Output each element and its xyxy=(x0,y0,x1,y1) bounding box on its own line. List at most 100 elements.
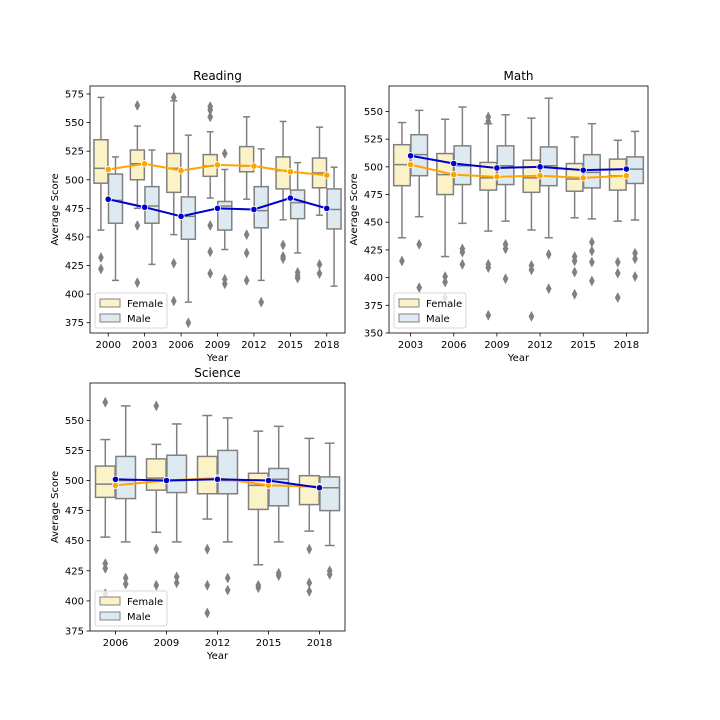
mean-point-female xyxy=(177,167,185,175)
y-tick-label: 550 xyxy=(65,416,84,427)
y-tick-label: 475 xyxy=(65,506,84,517)
mean-point-male xyxy=(622,165,631,173)
box-female-2006 xyxy=(436,118,455,304)
box-male-2006 xyxy=(180,134,197,329)
mean-point-female xyxy=(250,162,258,170)
outlier-point xyxy=(173,577,180,589)
box-male-2000 xyxy=(107,156,124,282)
outlier-point xyxy=(134,219,141,232)
outlier-point xyxy=(170,257,177,269)
y-tick-label: 400 xyxy=(364,273,383,284)
outlier-point xyxy=(224,572,231,584)
outlier-point xyxy=(589,275,595,287)
y-tick-label: 425 xyxy=(364,245,383,256)
outlier-point xyxy=(224,584,231,596)
outlier-point xyxy=(416,282,423,294)
mean-point-female xyxy=(286,168,294,176)
legend-swatch-female xyxy=(398,298,420,308)
mean-point-male xyxy=(104,195,112,203)
box-iqr xyxy=(115,455,137,500)
legend-label-female: Female xyxy=(426,299,462,310)
mean-point-female xyxy=(111,481,120,489)
mean-point-male xyxy=(111,475,120,483)
box-male-2009 xyxy=(217,147,233,290)
outlier-point xyxy=(459,246,466,258)
outlier-point xyxy=(485,309,492,321)
x-tick-label: 2000 xyxy=(95,340,120,351)
legend-label-male: Male xyxy=(127,314,151,325)
outlier-point xyxy=(571,266,578,278)
box-male-2015 xyxy=(582,122,601,287)
y-tick-label: 425 xyxy=(65,566,84,577)
box-male-2006 xyxy=(115,405,137,590)
mean-point-female xyxy=(622,172,631,180)
outlier-point xyxy=(98,263,104,275)
box-female-2009 xyxy=(479,111,498,321)
x-tick-label: 2003 xyxy=(398,340,423,351)
outlier-point xyxy=(204,579,211,591)
outlier-point xyxy=(280,239,286,251)
outlier-point xyxy=(280,253,286,265)
subplot-title: Science xyxy=(194,366,241,380)
box-female-2000 xyxy=(93,96,109,275)
axes-frame xyxy=(388,85,649,334)
outlier-point xyxy=(134,99,141,111)
legend-swatch-female xyxy=(99,298,121,308)
outlier-point xyxy=(134,277,141,289)
outlier-point xyxy=(571,255,578,267)
legend: Female Male xyxy=(94,292,168,329)
y-tick-label: 550 xyxy=(364,107,383,118)
x-tick-label: 2012 xyxy=(205,638,230,649)
outlier-point xyxy=(545,283,552,295)
legend-label-male: Male xyxy=(426,314,450,325)
box-male-2009 xyxy=(496,114,515,285)
x-tick-label: 2018 xyxy=(614,340,639,351)
x-tick-label: 2009 xyxy=(205,340,230,351)
mean-point-male xyxy=(141,203,149,211)
outlier-point xyxy=(614,256,621,268)
outlier-point xyxy=(459,258,466,270)
outlier-point xyxy=(221,147,228,160)
outlier-point xyxy=(243,274,250,286)
outlier-point xyxy=(243,247,250,259)
outlier-point xyxy=(153,400,160,412)
y-tick-label: 375 xyxy=(364,301,383,312)
outlier-point xyxy=(485,262,492,274)
y-axis-label: Average Score xyxy=(349,173,360,245)
box-female-2009 xyxy=(202,101,218,280)
box-female-2012 xyxy=(522,117,541,322)
x-tick-label: 2006 xyxy=(441,340,466,351)
legend-label-male: Male xyxy=(127,612,151,623)
legend-swatch-female xyxy=(99,596,121,606)
box-female-2015 xyxy=(565,136,584,300)
subplot-title: Math xyxy=(503,69,533,83)
mean-point-male xyxy=(162,476,171,485)
mean-point-female xyxy=(450,171,458,179)
x-tick-label: 2018 xyxy=(314,340,339,351)
outlier-point xyxy=(255,582,262,594)
outlier-point xyxy=(528,264,535,276)
box-male-2018 xyxy=(326,166,342,287)
box-iqr xyxy=(289,189,306,220)
mean-point-female xyxy=(213,161,222,169)
outlier-point xyxy=(221,278,228,290)
box-iqr xyxy=(268,467,290,507)
x-tick-label: 2009 xyxy=(484,340,509,351)
y-tick-label: 500 xyxy=(65,476,84,487)
outlier-point xyxy=(122,578,129,590)
y-tick-label: 400 xyxy=(65,290,84,301)
outlier-point xyxy=(442,276,448,288)
x-tick-label: 2018 xyxy=(307,638,332,649)
y-tick-label: 450 xyxy=(364,218,383,229)
x-axis-label: Year xyxy=(507,353,530,364)
outlier-point xyxy=(204,607,211,619)
box-male-2009 xyxy=(166,423,188,589)
mean-point-male xyxy=(213,475,222,483)
outlier-point xyxy=(204,543,211,555)
mean-point-female xyxy=(493,173,501,181)
outlier-point xyxy=(207,246,214,258)
legend-label-female: Female xyxy=(127,299,163,310)
y-tick-label: 500 xyxy=(364,162,383,173)
y-tick-label: 575 xyxy=(65,90,84,101)
outlier-point xyxy=(632,253,638,265)
